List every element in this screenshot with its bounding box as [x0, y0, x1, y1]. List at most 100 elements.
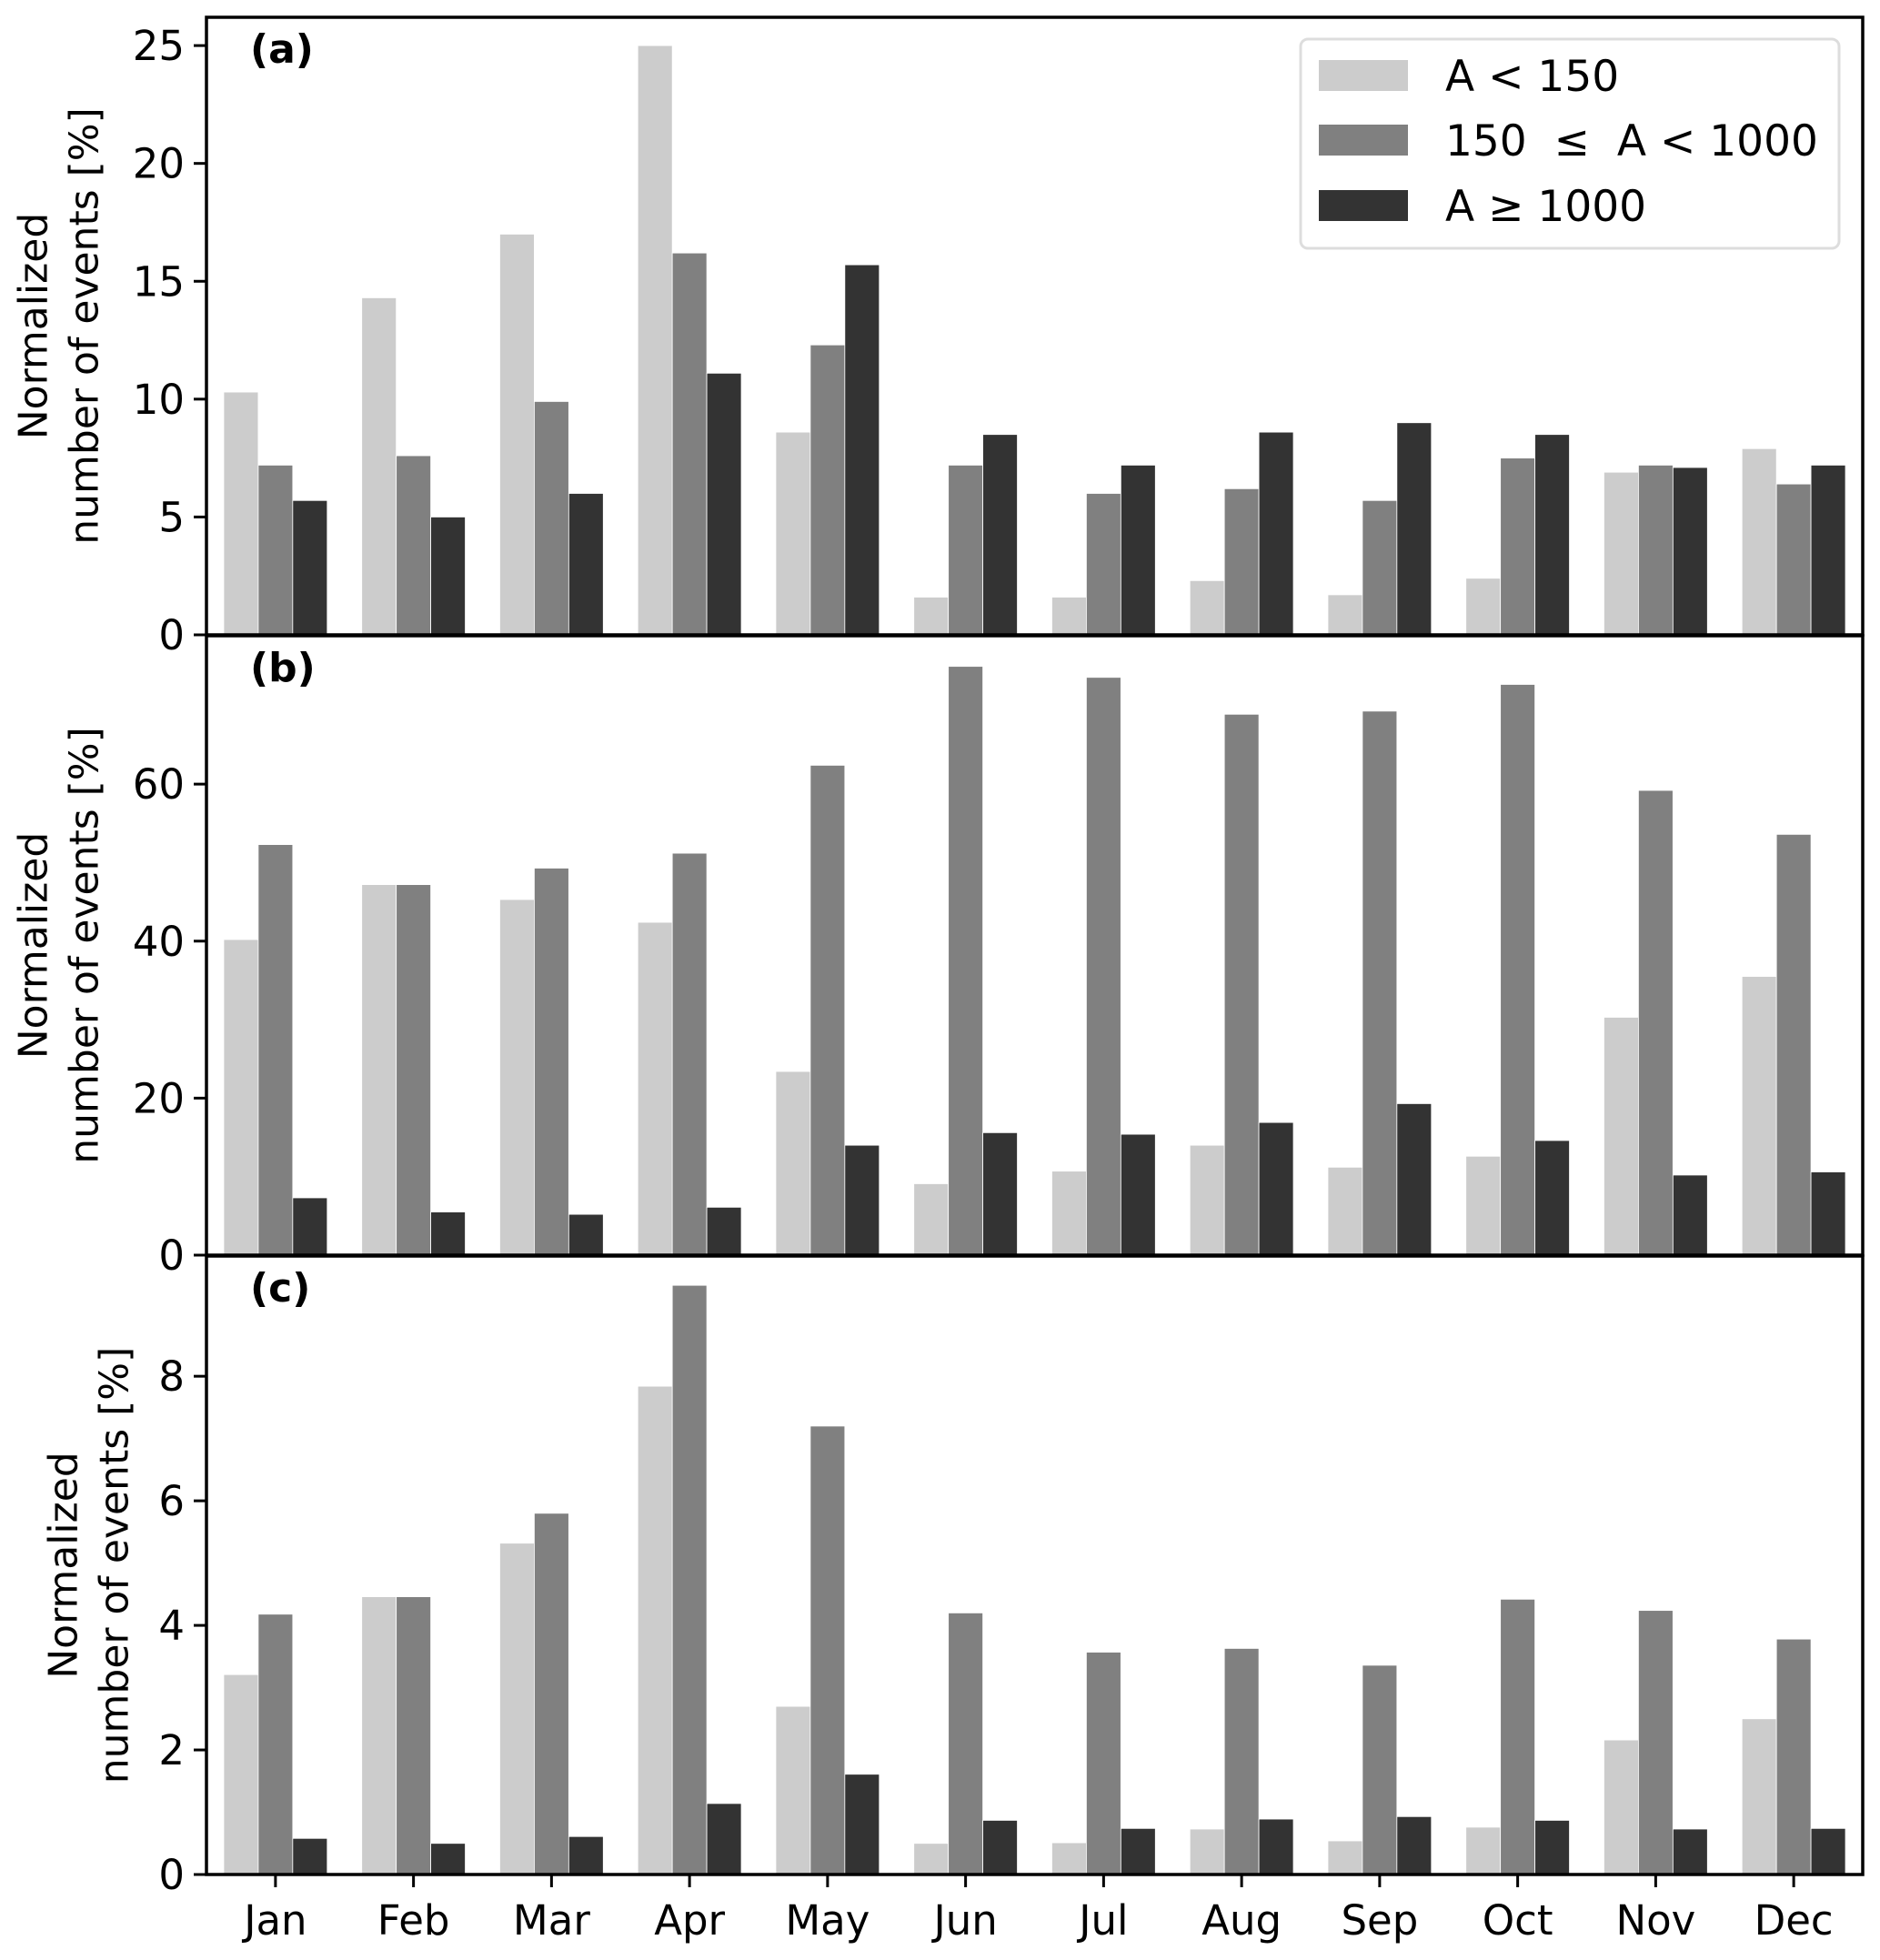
panel-label: (b): [250, 645, 316, 691]
bar-jun-series-1: [948, 666, 984, 1256]
y-tick-label: 20: [133, 1074, 185, 1122]
y-tick-label: 20: [133, 140, 185, 188]
bar-feb-series-2: [430, 1843, 466, 1875]
legend: A < 150 150 ≤ A < 1000 A ≥ 1000: [1299, 37, 1841, 250]
bar-jul-series-2: [1120, 1133, 1156, 1256]
bar-may-series-2: [844, 1144, 880, 1256]
bar-sep-series-2: [1396, 1103, 1433, 1256]
legend-frame: [1299, 37, 1841, 250]
bar-jul-series-0: [1051, 597, 1087, 636]
x-tick-label-mar: Mar: [513, 1896, 590, 1945]
y-tick-label: 10: [133, 376, 185, 424]
x-axis: Jan Feb Mar Apr May Jun Jul Aug Sep Oct Nov Dec: [241, 1875, 1834, 1945]
bar-nov-series-0: [1604, 1739, 1639, 1875]
bar-apr-series-0: [637, 1385, 673, 1875]
bar-sep-series-1: [1362, 499, 1398, 636]
bar-jul-series-1: [1086, 493, 1121, 636]
bar-jan-series-0: [223, 939, 259, 1256]
bar-jun-series-1: [948, 1612, 984, 1875]
x-tick-label-jan: Jan: [241, 1896, 307, 1945]
bar-oct-series-0: [1465, 1826, 1502, 1875]
bar-oct-series-0: [1465, 578, 1502, 636]
bar-feb-series-2: [430, 1211, 466, 1256]
bar-dec-series-2: [1810, 1827, 1846, 1875]
panel-label: (a): [250, 26, 314, 73]
y-tick-label: 60: [133, 760, 185, 809]
y-tick-label: 40: [133, 918, 185, 966]
bar-oct-series-0: [1465, 1155, 1502, 1256]
bar-oct-series-1: [1500, 1598, 1536, 1875]
bar-jun-series-0: [913, 597, 950, 636]
bar-feb-series-1: [396, 1596, 432, 1875]
bar-dec-series-0: [1741, 447, 1777, 636]
bar-aug-series-2: [1258, 1121, 1294, 1256]
bar-mar-series-0: [499, 234, 535, 636]
legend-swatch-large: [1319, 190, 1408, 221]
bar-jan-series-2: [292, 1837, 328, 1875]
bar-jan-series-1: [257, 464, 294, 636]
bar-oct-series-2: [1534, 1140, 1570, 1256]
bar-oct-series-2: [1534, 1820, 1570, 1875]
bar-jun-series-2: [982, 434, 1018, 636]
bar-jul-series-2: [1120, 1827, 1156, 1875]
y-tick-label: 0: [158, 611, 185, 659]
bar-mar-series-1: [534, 401, 569, 636]
x-tick-label-jul: Jul: [1076, 1896, 1128, 1945]
bar-aug-series-0: [1189, 1144, 1225, 1256]
bar-may-series-0: [775, 431, 811, 636]
bar-apr-series-1: [671, 1284, 708, 1875]
panel-c: 0 2 4 6 8 (c) Normalized number of events [%]: [41, 1254, 1865, 1899]
bar-mar-series-1: [534, 868, 569, 1256]
y-axis-label-line1: Normalized: [41, 1452, 87, 1679]
bar-dec-series-2: [1810, 464, 1846, 636]
y-tick-label: 15: [133, 257, 185, 306]
y-tick-label: 0: [158, 1231, 185, 1280]
bar-may-series-1: [809, 344, 846, 636]
bar-feb-series-0: [361, 884, 397, 1256]
legend-label-small: A < 150: [1445, 52, 1619, 102]
bar-apr-series-1: [671, 852, 708, 1256]
bar-jul-series-1: [1086, 677, 1121, 1256]
bar-nov-series-0: [1604, 471, 1639, 636]
bar-may-series-2: [844, 264, 880, 636]
bar-jun-series-2: [982, 1820, 1018, 1875]
y-tick-label: 5: [158, 493, 185, 541]
legend-swatch-small: [1319, 60, 1408, 91]
bar-feb-series-2: [430, 517, 466, 636]
x-tick-label-feb: Feb: [377, 1896, 450, 1945]
bar-jun-series-0: [913, 1843, 950, 1875]
bar-jul-series-0: [1051, 1842, 1087, 1875]
bar-may-series-1: [809, 765, 846, 1256]
x-tick-label-nov: Nov: [1615, 1896, 1695, 1945]
bar-mar-series-2: [568, 1835, 604, 1875]
legend-label-medium: 150 ≤ A < 1000: [1445, 116, 1818, 166]
bar-apr-series-0: [637, 921, 673, 1256]
bar-nov-series-0: [1604, 1017, 1639, 1256]
y-axis-label-line2: number of events [%]: [92, 1347, 138, 1784]
bar-jan-series-2: [292, 1197, 328, 1256]
bar-jun-series-2: [982, 1131, 1018, 1256]
panel-label: (c): [250, 1265, 310, 1312]
bar-jan-series-2: [292, 499, 328, 636]
bar-dec-series-0: [1741, 976, 1777, 1256]
y-axis-label-line1: Normalized: [11, 832, 57, 1060]
y-tick-label: 6: [158, 1477, 185, 1525]
bar-dec-series-0: [1741, 1718, 1777, 1875]
x-tick-label-oct: Oct: [1483, 1896, 1553, 1945]
bar-apr-series-2: [706, 372, 742, 636]
bar-sep-series-2: [1396, 422, 1433, 636]
bar-aug-series-2: [1258, 431, 1294, 636]
bar-mar-series-1: [534, 1513, 569, 1875]
bar-nov-series-2: [1672, 1828, 1708, 1875]
bar-oct-series-1: [1500, 684, 1536, 1256]
y-tick-label: 2: [158, 1726, 185, 1774]
bar-may-series-2: [844, 1774, 880, 1875]
bar-nov-series-1: [1638, 464, 1674, 636]
bar-oct-series-1: [1500, 457, 1536, 636]
bar-dec-series-1: [1775, 833, 1812, 1256]
bar-aug-series-1: [1223, 487, 1260, 636]
y-tick-label: 4: [158, 1602, 185, 1650]
bar-apr-series-2: [706, 1803, 742, 1875]
